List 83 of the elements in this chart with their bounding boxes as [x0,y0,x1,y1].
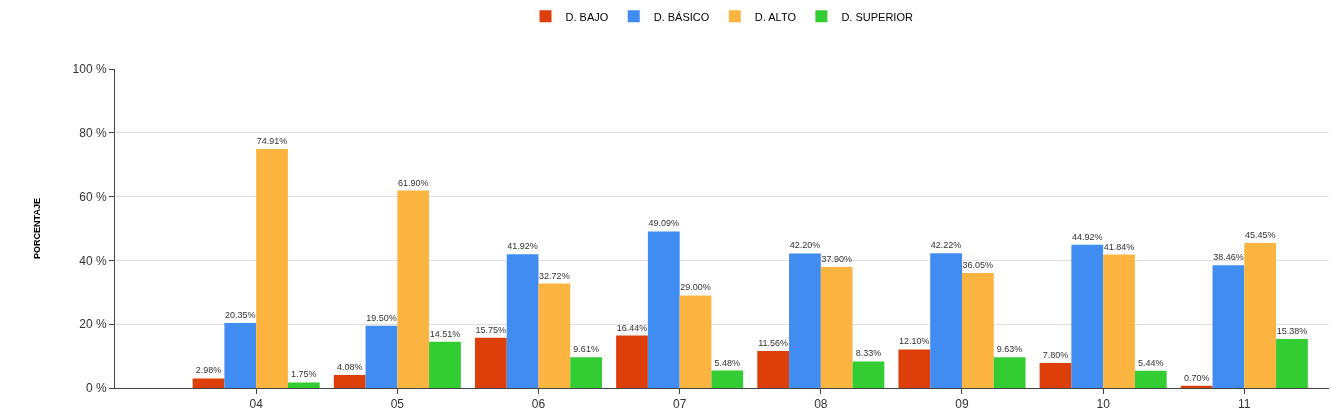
bar [1244,243,1277,388]
bar [256,149,288,388]
x-tick-label: 07 [672,397,687,412]
x-tick-label: 11 [1238,397,1251,412]
data-label: 41.92% [507,241,538,252]
data-label: 9.63% [996,344,1023,355]
bar [930,253,962,388]
bar [898,349,931,388]
data-label: 12.10% [899,336,930,347]
x-tick-label: 08 [814,397,828,412]
bar [820,267,853,388]
bar [1212,265,1245,388]
data-label: 32.72% [539,270,570,281]
data-label: 61.90% [397,177,429,188]
bar [224,323,257,388]
data-label: 11.56% [758,338,789,349]
data-label: 15.38% [1276,325,1308,336]
data-label: 74.91% [256,136,288,147]
x-tick-label: 06 [531,397,546,412]
bar [429,341,461,388]
x-tick-label: 09 [955,397,969,412]
legend-label: D. ALTO [754,10,797,23]
bar [993,357,1026,388]
y-tick-label: 40 % [79,253,107,268]
bar [397,190,430,388]
bar [679,295,712,388]
y-tick-label: 60 % [79,189,107,204]
bar [789,253,821,388]
data-label: 37.90% [821,254,852,265]
y-axis-title: PORCENTAJE [31,198,42,259]
legend-label: D. BAJO [565,10,609,23]
y-tick-label: 20 % [79,317,107,332]
data-label: 4.08% [336,361,363,372]
y-tick-label: 0 % [85,381,107,396]
data-label: 44.92% [1071,231,1103,242]
bar [852,361,885,388]
bar [506,254,539,388]
data-label: 1.75% [291,369,317,380]
bar [365,325,398,388]
data-label: 8.33% [855,348,882,359]
x-tick-label: 05 [390,397,405,412]
bar [474,337,507,388]
bar [1039,363,1072,388]
bar [961,273,994,388]
data-label: 9.61% [573,344,599,355]
bar [757,351,790,388]
data-label: 20.35% [225,310,256,321]
data-label: 5.48% [714,357,741,368]
bar [1134,370,1167,388]
bar [192,378,225,388]
data-label: 29.00% [680,282,711,293]
bar [333,374,366,388]
data-label: 5.44% [1138,357,1164,368]
bar [1071,244,1104,388]
bar [570,357,603,388]
data-label: 14.51% [429,328,461,339]
bar [538,283,571,388]
legend-label: D. SUPERIOR [841,10,913,23]
data-label: 0.70% [1183,372,1210,383]
x-tick-label: 04 [249,397,264,412]
data-label: 42.22% [930,240,962,251]
bar [616,335,648,388]
data-label: 19.50% [366,312,397,323]
legend-label: D. BÁSICO [653,10,710,23]
bar [1276,338,1308,388]
data-label: 38.46% [1213,252,1244,263]
y-tick-label: 80 % [79,126,107,140]
data-label: 16.44% [616,322,648,333]
data-label: 41.84% [1103,241,1135,252]
data-label: 15.75% [475,324,507,335]
bar [647,231,680,388]
data-label: 45.45% [1244,230,1276,241]
bar [287,382,320,388]
bar [711,370,744,388]
data-label: 49.09% [648,218,680,229]
data-label: 2.98% [195,365,222,376]
x-tick-label: 10 [1096,397,1111,412]
y-tick-label: 100 % [72,62,107,77]
bar [1180,385,1213,388]
data-label: 7.80% [1042,350,1069,361]
data-label: 36.05% [962,260,994,270]
bar [1103,254,1135,388]
data-label: 42.20% [789,240,821,251]
